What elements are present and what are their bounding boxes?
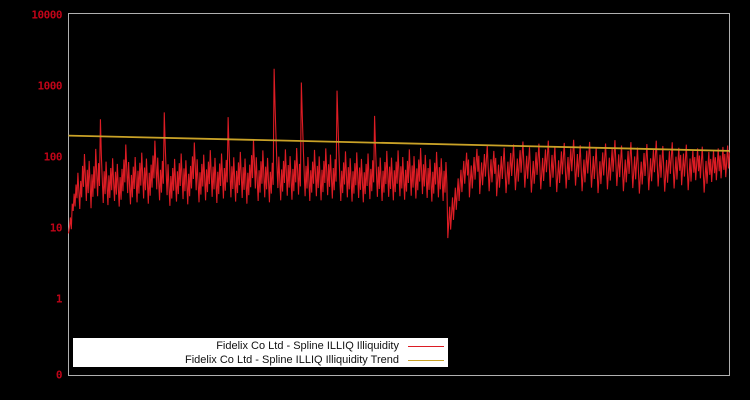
y-tick-label-1: 1 bbox=[55, 292, 63, 306]
y-tick-label-10000: 10000 bbox=[31, 8, 62, 22]
chart-legend: Fidelix Co Ltd - Spline ILLIQ Illiquidit… bbox=[73, 338, 448, 367]
y-tick-label-100: 100 bbox=[43, 150, 63, 164]
y-tick-label-1000: 1000 bbox=[37, 79, 63, 93]
series-line-illiquidity bbox=[67, 68, 731, 239]
plot-border bbox=[68, 13, 730, 376]
data-series-layer bbox=[67, 68, 731, 239]
legend-entry-illiquidity: Fidelix Co Ltd - Spline ILLIQ Illiquidit… bbox=[73, 339, 444, 353]
y-axis-tick-labels: 10000 1000 100 10 1 0 bbox=[0, 0, 62, 400]
legend-entry-illiquidity-trend: Fidelix Co Ltd - Spline ILLIQ Illiquidit… bbox=[73, 353, 444, 367]
legend-label-illiquidity-trend: Fidelix Co Ltd - Spline ILLIQ Illiquidit… bbox=[185, 353, 399, 366]
series-line-illiquidity-trend bbox=[68, 134, 730, 152]
legend-swatch-illiquidity-trend bbox=[408, 353, 444, 367]
y-tick-label-0: 0 bbox=[55, 368, 63, 382]
legend-label-illiquidity: Fidelix Co Ltd - Spline ILLIQ Illiquidit… bbox=[216, 339, 399, 352]
legend-swatch-illiquidity bbox=[408, 339, 444, 353]
y-tick-label-10: 10 bbox=[49, 221, 63, 235]
plot-area-frame bbox=[68, 13, 730, 376]
